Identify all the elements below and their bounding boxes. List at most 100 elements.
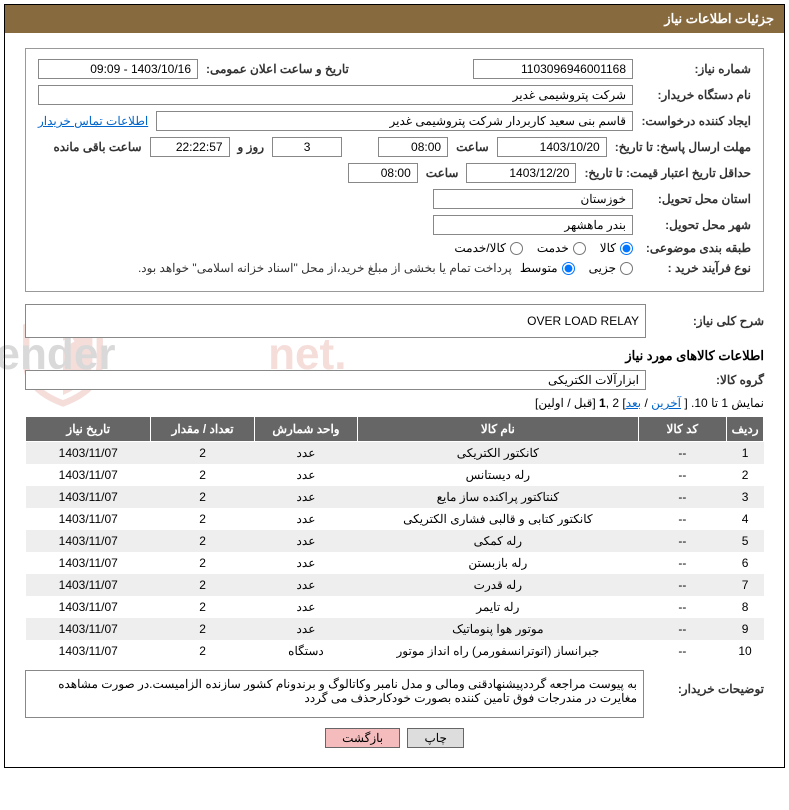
table-cell: 1403/11/07 [26,640,151,662]
radio-medium-label: متوسط [520,261,558,275]
table-cell: عدد [254,618,357,640]
city-value: بندر ماهشهر [433,215,633,235]
table-row: 6--رله بازبستنعدد21403/11/07 [26,552,764,574]
goods-info-title: اطلاعات کالاهای مورد نیاز [25,348,764,364]
radio-medium-input[interactable] [562,262,575,275]
table-cell: -- [638,486,727,508]
table-cell: 1403/11/07 [26,574,151,596]
table-cell: 10 [727,640,764,662]
table-cell: موتور هوا پنوماتیک [358,618,638,640]
table-cell: 1403/11/07 [26,486,151,508]
table-cell: -- [638,618,727,640]
table-cell: -- [638,442,727,465]
requester-label: ایجاد کننده درخواست: [641,114,751,128]
table-row: 5--رله کمکیعدد21403/11/07 [26,530,764,552]
pager-sep2: [قبل / اولین] [535,396,599,410]
table-row: 7--رله قدرتعدد21403/11/07 [26,574,764,596]
pager-current: 1 [599,396,606,410]
purchase-process-label: نوع فرآیند خرید : [641,261,751,275]
table-cell: رله کمکی [358,530,638,552]
table-cell: 1403/11/07 [26,618,151,640]
table-header: تعداد / مقدار [151,417,254,442]
back-button[interactable]: بازگشت [325,728,400,748]
table-cell: عدد [254,552,357,574]
table-cell: عدد [254,530,357,552]
radio-service[interactable]: خدمت [537,241,586,255]
radio-medium[interactable]: متوسط [520,261,575,275]
subject-category-group: کالا خدمت کالا/خدمت [454,241,633,255]
buyer-org-label: نام دستگاه خریدار: [641,88,751,102]
details-panel: شماره نیاز: 1103096946001168 تاریخ و ساع… [25,48,764,292]
table-cell: دستگاه [254,640,357,662]
table-cell: -- [638,464,727,486]
table-row: 2--رله دیستانسعدد21403/11/07 [26,464,764,486]
table-row: 1--کانکتور الکتریکیعدد21403/11/07 [26,442,764,465]
table-cell: عدد [254,464,357,486]
goods-group-value: ابزارآلات الکتریکی [25,370,646,390]
radio-goods-service-input[interactable] [510,242,523,255]
table-row: 9--موتور هوا پنوماتیکعدد21403/11/07 [26,618,764,640]
radio-service-input[interactable] [573,242,586,255]
table-cell: 1403/11/07 [26,508,151,530]
table-row: 4--کانکتور کتابی و قالبی فشاری الکتریکیع… [26,508,764,530]
radio-goods-input[interactable] [620,242,633,255]
table-cell: کانکتور کتابی و قالبی فشاری الکتریکی [358,508,638,530]
pager: نمایش 1 تا 10. [ آخرین / بعد] 2 ,1 [قبل … [25,396,764,410]
table-cell: 1403/11/07 [26,596,151,618]
radio-goods-label: کالا [600,241,616,255]
table-cell: 2 [151,464,254,486]
table-cell: عدد [254,574,357,596]
table-header: واحد شمارش [254,417,357,442]
radio-goods-service-label: کالا/خدمت [454,241,505,255]
province-label: استان محل تحویل: [641,192,751,206]
table-cell: 6 [727,552,764,574]
table-cell: 1403/11/07 [26,442,151,465]
table-cell: عدد [254,508,357,530]
table-cell: 1 [727,442,764,465]
requester-value: قاسم بنی سعید کاربردار شرکت پتروشیمی غدی… [156,111,633,131]
need-number-label: شماره نیاز: [641,62,751,76]
response-days: 3 [272,137,342,157]
page-title: جزئیات اطلاعات نیاز [664,11,774,26]
table-cell: 8 [727,596,764,618]
radio-service-label: خدمت [537,241,569,255]
table-cell: 1403/11/07 [26,464,151,486]
response-remain: 22:22:57 [150,137,230,157]
buyer-notes-label: توضیحات خریدار: [654,670,764,696]
table-cell: عدد [254,596,357,618]
buyer-notes-text: به پیوست مراجعه گرددپیشنهادقنی ومالی و م… [25,670,644,718]
purchase-process-group: جزیی متوسط [520,261,633,275]
radio-minor[interactable]: جزیی [589,261,633,275]
time-label-1: ساعت [456,140,489,154]
price-validity-label: حداقل تاریخ اعتبار قیمت: تا تاریخ: [584,166,751,180]
table-cell: 1403/11/07 [26,552,151,574]
table-cell: رله دیستانس [358,464,638,486]
table-cell: -- [638,552,727,574]
pager-mid: ] 2 , [606,396,626,410]
city-label: شهر محل تحویل: [641,218,751,232]
radio-minor-input[interactable] [620,262,633,275]
table-cell: -- [638,596,727,618]
days-label: روز و [238,140,265,154]
table-cell: 2 [151,508,254,530]
table-header: تاریخ نیاز [26,417,151,442]
buyer-contact-link[interactable]: اطلاعات تماس خریدار [38,114,148,128]
radio-goods[interactable]: کالا [600,241,633,255]
pager-last[interactable]: آخرین [651,396,681,410]
print-button[interactable]: چاپ [407,728,463,748]
table-cell: رله قدرت [358,574,638,596]
table-cell: کانکتور الکتریکی [358,442,638,465]
goods-table: ردیفکد کالانام کالاواحد شمارشتعداد / مقد… [25,416,764,662]
description-label: شرح کلی نیاز: [654,314,764,328]
table-cell: عدد [254,442,357,465]
radio-goods-service[interactable]: کالا/خدمت [454,241,522,255]
pager-next[interactable]: بعد [626,396,641,410]
table-cell: 1403/11/07 [26,530,151,552]
radio-minor-label: جزیی [589,261,616,275]
price-validity-date: 1403/12/20 [466,163,576,183]
table-cell: 2 [151,442,254,465]
table-cell: 5 [727,530,764,552]
goods-group-label: گروه کالا: [654,373,764,387]
table-cell: 9 [727,618,764,640]
announce-datetime-value: 1403/10/16 - 09:09 [38,59,198,79]
